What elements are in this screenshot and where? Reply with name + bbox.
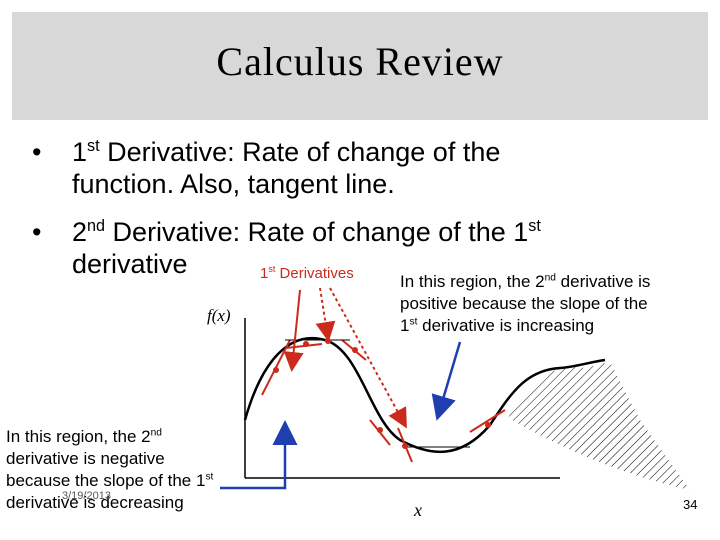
note-left-l2: derivative is negative [6, 449, 165, 468]
bullet-first-derivative: • 1st Derivative: Rate of change of the … [32, 136, 501, 200]
hatched-region [508, 362, 690, 490]
note-negative-second-derivative: In this region, the 2nd derivative is ne… [6, 426, 266, 514]
bullet-dot: • [32, 137, 42, 167]
note-left-l4: derivative is decreasing [6, 493, 184, 512]
curve-point [377, 427, 383, 433]
derivatives-label-sup: st [268, 264, 276, 274]
arrow-note-right [431, 341, 462, 421]
arrow-note-left [220, 420, 298, 490]
arrow-derivatives-mid [315, 287, 336, 342]
note-right-l1b: derivative is [555, 272, 651, 291]
bullet-2-line1: Derivative: Rate of change of the 1 [105, 217, 529, 247]
bullet-2-sup: nd [87, 217, 106, 235]
fx-label: f(x) [207, 306, 231, 325]
note-positive-second-derivative: In this region, the 2nd derivative is po… [400, 271, 710, 337]
bullet-2-line2: derivative [72, 249, 188, 279]
page-number: 34 [683, 497, 698, 512]
arrow-derivatives-right [329, 287, 407, 429]
curve-point [485, 422, 491, 428]
bullet-1-sup: st [87, 137, 100, 155]
note-left-l3sup: st [205, 471, 214, 483]
note-right-l3sup: st [409, 316, 418, 328]
function-curve [243, 337, 606, 454]
note-right-l3a: 1 [400, 316, 410, 335]
title-bar [12, 12, 708, 120]
note-right-l1a: In this region, the 2 [400, 272, 545, 291]
bullet-2-prefix: 2 [72, 217, 88, 247]
bullet-1-line1: Derivative: Rate of change of the [99, 137, 501, 167]
note-right-l1sup: nd [544, 272, 556, 284]
slide-title: Calculus Review [216, 39, 504, 84]
derivatives-label: 1st Derivatives [260, 264, 354, 283]
note-left-l3a: because the slope of the 1 [6, 471, 206, 490]
tangent-line [469, 409, 506, 433]
curve-point [303, 341, 309, 347]
footer-date: 3/19/2013 [62, 490, 111, 502]
bullet-1-prefix: 1 [72, 137, 88, 167]
note-right-l2: positive because the slope of the [400, 294, 648, 313]
curve-point [402, 443, 408, 449]
note-left-l1a: In this region, the 2 [6, 427, 151, 446]
derivatives-label-prefix: 1 [260, 265, 269, 282]
curve-point [352, 347, 358, 353]
arrow-derivatives-left [283, 289, 304, 372]
note-right-l3b: derivative is increasing [417, 316, 595, 335]
bullet-2-sup2: st [528, 217, 541, 235]
curve-point [325, 338, 331, 344]
derivatives-label-text: Derivatives [275, 265, 354, 282]
curve-point [273, 367, 279, 373]
note-left-l1sup: nd [150, 427, 162, 439]
x-label: x [414, 500, 422, 520]
bullet-dot: • [32, 217, 42, 247]
bullet-1-line2: function. Also, tangent line. [72, 169, 395, 199]
bullet-second-derivative: • 2nd Derivative: Rate of change of the … [32, 216, 541, 280]
